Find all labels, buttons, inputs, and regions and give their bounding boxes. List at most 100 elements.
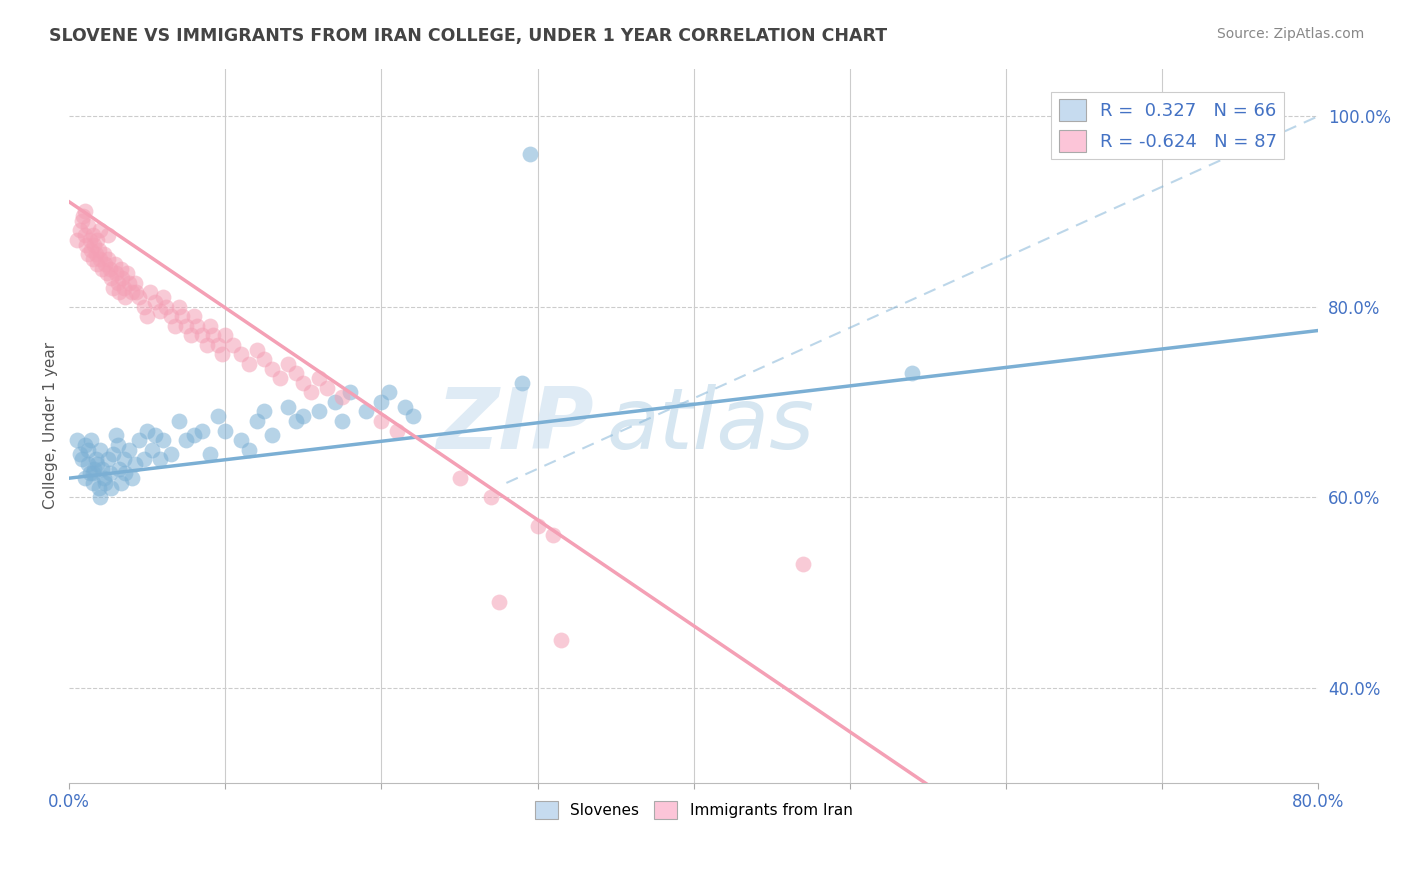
Point (97, 252, 120, 266)
Point (89, 252, 111, 266)
Point (101, 280, 124, 294)
Point (96, 266, 118, 280)
Point (449, 471, 471, 485)
Point (69, 223, 91, 237)
Point (117, 276, 139, 290)
Point (370, 395, 392, 409)
Point (155, 300, 177, 314)
Point (75, 237, 97, 252)
Point (229, 347, 252, 361)
Point (214, 424, 236, 438)
Point (245, 414, 267, 428)
Point (86, 257, 108, 271)
Point (84, 452, 107, 467)
Point (238, 442, 260, 457)
Point (139, 285, 162, 300)
Point (91, 261, 114, 276)
Point (183, 310, 205, 324)
Point (125, 285, 148, 300)
Point (339, 385, 361, 400)
Point (134, 452, 156, 467)
Point (207, 409, 229, 424)
Point (159, 447, 181, 461)
Point (77, 247, 100, 261)
Point (143, 294, 166, 309)
Point (79, 467, 101, 481)
Point (80, 243, 103, 257)
Point (315, 381, 337, 395)
Point (308, 371, 330, 385)
Point (299, 385, 322, 400)
Point (167, 300, 190, 314)
Point (332, 390, 354, 404)
Point (550, 633, 572, 648)
Point (207, 338, 229, 352)
Point (121, 471, 143, 485)
Point (114, 290, 136, 304)
Point (94, 475, 117, 490)
Point (69, 447, 91, 461)
Point (83, 461, 105, 475)
Point (385, 424, 408, 438)
Point (510, 376, 533, 390)
Point (191, 328, 214, 343)
Point (198, 318, 221, 333)
Point (89, 223, 111, 237)
Point (378, 385, 401, 400)
Point (84, 247, 107, 261)
Point (107, 438, 129, 452)
Point (82, 475, 104, 490)
Point (73, 204, 96, 219)
Point (82, 228, 104, 243)
Point (79, 233, 101, 247)
Point (108, 461, 131, 475)
Point (89, 442, 111, 457)
Point (541, 528, 564, 542)
Point (211, 347, 233, 361)
Point (73, 228, 96, 243)
Point (108, 285, 131, 300)
Point (100, 271, 122, 285)
Point (195, 338, 218, 352)
Point (103, 257, 125, 271)
Point (89, 490, 111, 504)
Point (332, 414, 354, 428)
Point (262, 428, 284, 442)
Point (180, 328, 202, 343)
Point (82, 467, 104, 481)
Point (87, 481, 110, 495)
Point (101, 447, 124, 461)
Point (112, 452, 135, 467)
Point (253, 404, 276, 418)
Point (214, 328, 236, 343)
Point (72, 209, 94, 223)
Point (134, 300, 156, 314)
Point (198, 447, 221, 461)
Point (394, 400, 416, 414)
Point (253, 352, 276, 367)
Point (370, 414, 392, 428)
Point (201, 328, 224, 343)
Point (93, 471, 115, 485)
Point (141, 442, 163, 457)
Point (114, 467, 136, 481)
Point (77, 442, 100, 457)
Text: SLOVENE VS IMMIGRANTS FROM IRAN COLLEGE, UNDER 1 YEAR CORRELATION CHART: SLOVENE VS IMMIGRANTS FROM IRAN COLLEGE,… (49, 27, 887, 45)
Point (105, 266, 128, 280)
Point (97, 228, 120, 243)
Point (284, 414, 307, 428)
Point (479, 490, 502, 504)
Point (77, 219, 100, 233)
Legend: Slovenes, Immigrants from Iran: Slovenes, Immigrants from Iran (529, 795, 859, 825)
Point (186, 318, 208, 333)
Point (269, 371, 291, 385)
Point (136, 310, 159, 324)
Point (83, 237, 105, 252)
Point (112, 280, 135, 294)
Point (128, 433, 150, 447)
Point (107, 276, 129, 290)
Point (149, 452, 172, 467)
Point (98, 467, 121, 481)
Point (70, 214, 93, 228)
Point (191, 424, 214, 438)
